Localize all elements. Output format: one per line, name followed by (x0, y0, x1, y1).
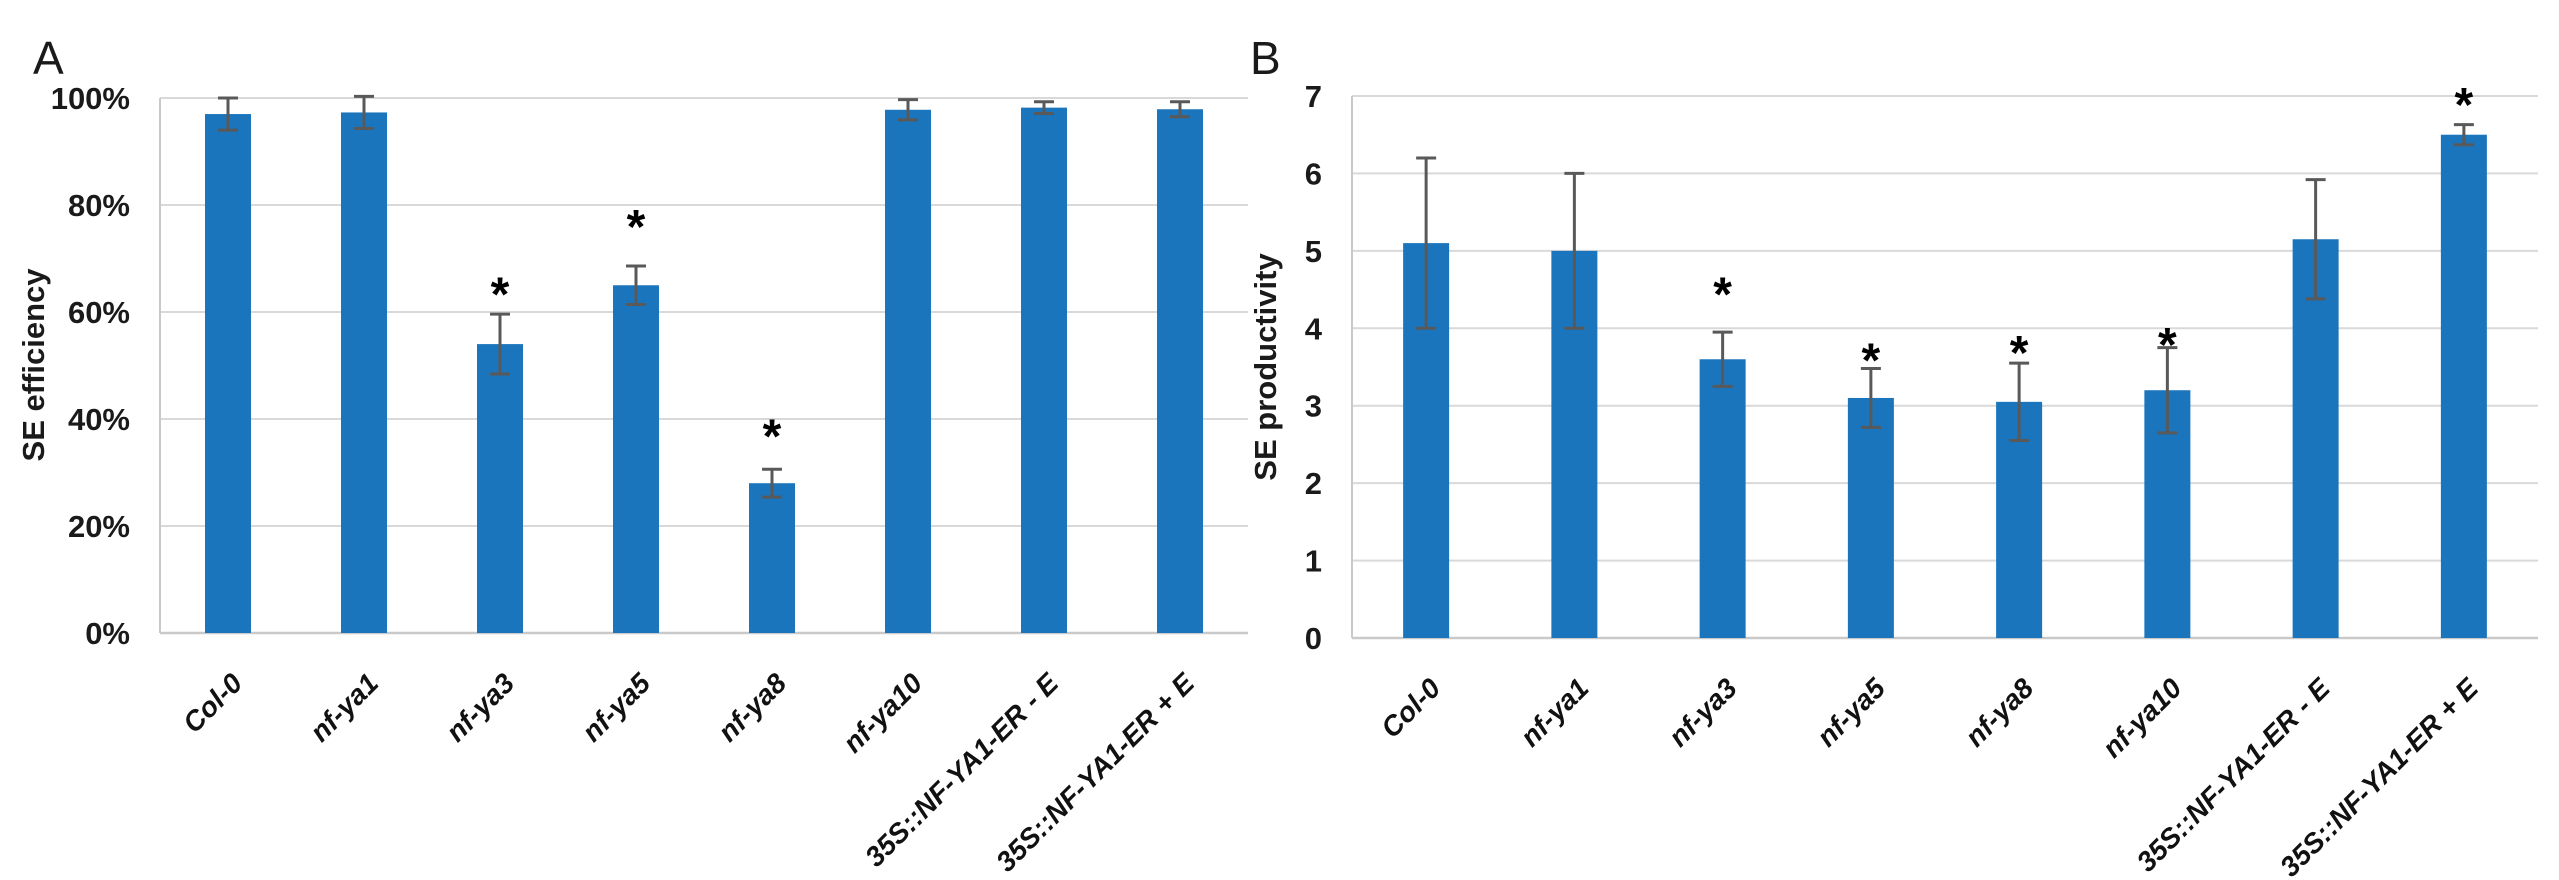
bar-nf-ya5 (613, 285, 659, 633)
bar-35s-nf-ya1-er-e (1021, 107, 1067, 633)
bar-35s-nf-ya1-er-e (2440, 134, 2487, 638)
significance-asterisk: * (1862, 335, 1881, 388)
y-tick-label: 80% (68, 188, 130, 223)
x-category-label: nf-ya1 (1514, 672, 1594, 752)
bar-nf-ya5 (1847, 397, 1894, 638)
error-bar-col-0 (218, 96, 238, 132)
y-tick-label: 0% (85, 616, 130, 651)
significance-asterisk: * (491, 268, 510, 321)
bar-nf-ya3 (1699, 359, 1746, 638)
bar-nf-ya1 (341, 112, 387, 633)
x-category-label: Col-0 (1375, 672, 1447, 744)
y-axis-title: SE productivity (1248, 253, 1283, 481)
error-bar-nf-ya5 (1860, 367, 1881, 429)
error-bar-35s-nf-ya1-er-e (2453, 123, 2474, 147)
y-tick-label: 60% (68, 295, 130, 330)
significance-asterisk: * (763, 411, 782, 464)
y-tick-label: 0 (1305, 621, 1322, 656)
error-bar-35s-nf-ya1-er-e (1034, 100, 1054, 116)
error-bar-nf-ya3 (1712, 330, 1733, 388)
bar-nf-ya10 (885, 109, 931, 633)
error-bar-nf-ya8 (2009, 361, 2030, 443)
bar-nf-ya3 (477, 344, 523, 633)
y-tick-label: 5 (1305, 234, 1322, 269)
significance-asterisk: * (2010, 327, 2029, 380)
y-tick-label: 40% (68, 402, 130, 437)
y-tick-label: 6 (1305, 156, 1322, 191)
error-bar-35s-nf-ya1-er-e (2305, 178, 2326, 301)
significance-asterisk: * (2455, 79, 2474, 132)
panel-label: B (1250, 32, 1281, 84)
y-tick-label: 3 (1305, 389, 1322, 424)
error-bar-nf-ya3 (490, 312, 510, 376)
error-bar-nf-ya8 (762, 467, 782, 499)
bar-nf-ya8 (749, 483, 795, 633)
y-tick-label: 7 (1305, 79, 1322, 114)
y-tick-label: 4 (1305, 311, 1323, 346)
y-axis-title: SE efficiency (16, 268, 51, 462)
bar-col-0 (205, 114, 251, 634)
error-bar-nf-ya10 (898, 98, 918, 122)
y-tick-label: 100% (51, 81, 130, 116)
error-bar-35s-nf-ya1-er-e (1170, 100, 1190, 119)
error-bar-nf-ya1 (354, 94, 374, 130)
bar-35s-nf-ya1-er-e (2292, 239, 2339, 638)
y-tick-label: 1 (1305, 544, 1322, 579)
error-bar-col-0 (1416, 156, 1437, 330)
x-category-label: nf-ya5 (1811, 672, 1892, 753)
significance-asterisk: * (627, 201, 646, 254)
x-category-label: nf-ya3 (1663, 672, 1744, 753)
x-category-label: nf-ya10 (2096, 672, 2188, 764)
panel-label: A (33, 32, 64, 84)
y-tick-label: 2 (1305, 466, 1322, 501)
significance-asterisk: * (1713, 269, 1732, 322)
error-bar-nf-ya1 (1564, 171, 1585, 330)
error-bar-nf-ya10 (2157, 346, 2178, 435)
bar-35s-nf-ya1-er-e (1157, 109, 1203, 634)
error-bar-nf-ya5 (626, 264, 646, 307)
x-category-label: nf-ya8 (1959, 672, 2040, 753)
y-tick-label: 20% (68, 509, 130, 544)
significance-asterisk: * (2158, 319, 2177, 372)
